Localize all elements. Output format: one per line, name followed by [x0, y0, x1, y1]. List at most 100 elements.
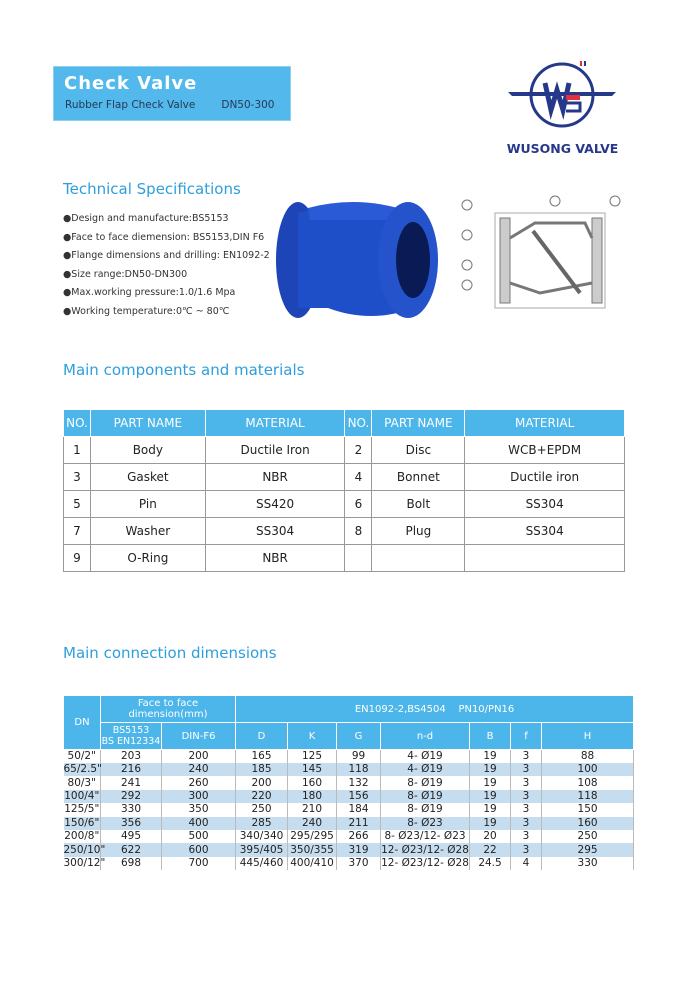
table-cell: 8- Ø19	[380, 803, 471, 817]
table-cell: SS304	[464, 489, 625, 518]
column-header: K	[287, 722, 338, 750]
table-cell: Gasket	[89, 462, 206, 491]
table-cell: NBR	[204, 543, 346, 572]
table-cell: 3	[510, 816, 543, 830]
column-header: f	[510, 722, 543, 750]
column-header: G	[336, 722, 382, 750]
table-cell	[344, 543, 373, 572]
table-cell: Ductile Iron	[204, 435, 346, 464]
table-cell: 160	[541, 816, 635, 830]
table-row: 1 Body Ductile Iron 2 Disc WCB+EPDM	[63, 435, 625, 464]
table-cell: 1	[63, 435, 91, 464]
table-cell: 100	[541, 763, 635, 777]
table-cell: 295	[541, 843, 635, 857]
column-header: MATERIAL	[204, 410, 346, 437]
column-header: PART NAME	[371, 410, 466, 437]
table-cell: 220	[235, 789, 289, 804]
f2f-header: Face to face dimension(mm)	[99, 695, 237, 723]
table-cell: 24.5	[469, 856, 512, 871]
column-header: D	[235, 722, 289, 750]
dimensions-table: DN Face to face dimension(mm) EN1092-2,B…	[63, 695, 635, 871]
table-cell: Washer	[89, 516, 206, 545]
specs-list: ●Design and manufacture:BS5153 ●Face to …	[63, 210, 270, 321]
table-row: 50/2" 203 200 165 125 99 4- Ø19 19 3 88	[63, 749, 635, 763]
table-cell: Bolt	[371, 489, 466, 518]
table-cell: 211	[336, 816, 382, 830]
table-cell: 20	[469, 829, 512, 844]
table-cell: 260	[160, 776, 237, 790]
valve-section-drawing	[461, 195, 621, 309]
table-cell: 241	[100, 776, 162, 790]
table-cell: 250/10"	[63, 843, 106, 857]
table-cell: 3	[510, 763, 543, 777]
table-cell: 330	[541, 856, 635, 871]
table-row: 5 Pin SS420 6 Bolt SS304	[63, 489, 625, 518]
table-cell: SS304	[464, 516, 625, 545]
table-cell: Ductile iron	[464, 462, 625, 491]
table-cell: 22	[469, 843, 512, 857]
valve-photo	[276, 202, 438, 318]
table-cell: 400	[160, 816, 237, 830]
table-cell: Disc	[371, 435, 466, 464]
table-row: 65/2.5" 216 240 185 145 118 4- Ø19 19 3 100	[63, 763, 635, 777]
table-cell: 4- Ø19	[380, 763, 471, 777]
table-cell: 99	[336, 749, 382, 763]
table-cell: 125/5"	[63, 803, 101, 817]
table-cell: 203	[100, 749, 162, 763]
table-cell: 370	[336, 856, 382, 871]
components-table: NO. PART NAME MATERIAL NO. PART NAME MATERIAL…	[63, 410, 625, 572]
table-cell: 156	[336, 789, 382, 804]
size-range: DN50-300	[221, 99, 275, 111]
table-cell: 132	[336, 776, 382, 790]
table-cell: 285	[235, 816, 289, 830]
table-cell: 19	[469, 816, 512, 830]
table-cell: 8- Ø19	[380, 789, 471, 804]
table-cell: 184	[336, 803, 382, 817]
column-header: H	[541, 722, 635, 750]
table-row: 9 O-Ring NBR	[63, 543, 625, 572]
table-cell: 500	[160, 829, 237, 844]
components-heading: Main components and materials	[63, 361, 305, 379]
table-cell: 445/460	[235, 856, 289, 871]
table-cell: 8- Ø23	[380, 816, 471, 830]
table-cell: Body	[89, 435, 206, 464]
table-cell: 8	[344, 516, 373, 545]
table-cell: 250	[235, 803, 289, 817]
table-cell: 2	[344, 435, 373, 464]
table-row: 80/3" 241 260 200 160 132 8- Ø19 19 3 108	[63, 776, 635, 790]
column-header: MATERIAL	[464, 410, 625, 437]
table-cell: 19	[469, 749, 512, 763]
table-row: 300/12" 698 700 445/460 400/410 370 12- Ø23/12…	[63, 856, 635, 871]
dn-header: DN	[63, 695, 101, 750]
table-cell: 80/3"	[63, 776, 101, 790]
table-cell	[464, 543, 625, 572]
product-title: Check Valve	[64, 73, 198, 94]
table-cell: 495	[100, 829, 162, 844]
table-cell	[371, 543, 466, 572]
table-cell: NBR	[204, 462, 346, 491]
table-cell: 340/340	[235, 829, 289, 844]
table-cell: 216	[100, 763, 162, 777]
table-cell: 350	[160, 803, 237, 817]
spec-item: ●Max.working pressure:1.0/1.6 Mpa	[63, 287, 236, 298]
table-cell: 3	[510, 803, 543, 817]
spec-item: ●Face to face diemension: BS5153,DIN F6	[63, 231, 265, 243]
table-cell: Plug	[371, 516, 466, 545]
table-cell: 65/2.5"	[63, 763, 102, 777]
table-cell: 300	[160, 789, 237, 804]
standard-header: EN1092-2,BS4504 PN10/PN16	[235, 695, 635, 723]
table-cell: 100/4"	[63, 789, 101, 804]
table-cell: 88	[541, 749, 635, 763]
column-header: NO.	[63, 410, 91, 437]
table-cell: Bonnet	[371, 462, 466, 491]
table-cell: 395/405	[235, 843, 289, 857]
table-cell: 3	[63, 462, 91, 491]
table-cell: 125	[287, 749, 338, 763]
table-cell: 292	[100, 789, 162, 804]
table-cell: 8- Ø19	[380, 776, 471, 790]
table-cell: O-Ring	[89, 543, 206, 572]
company-logo: WUSONG VALVE	[500, 55, 625, 156]
table-cell: 295/295	[287, 829, 338, 844]
table-cell: 7	[63, 516, 91, 545]
